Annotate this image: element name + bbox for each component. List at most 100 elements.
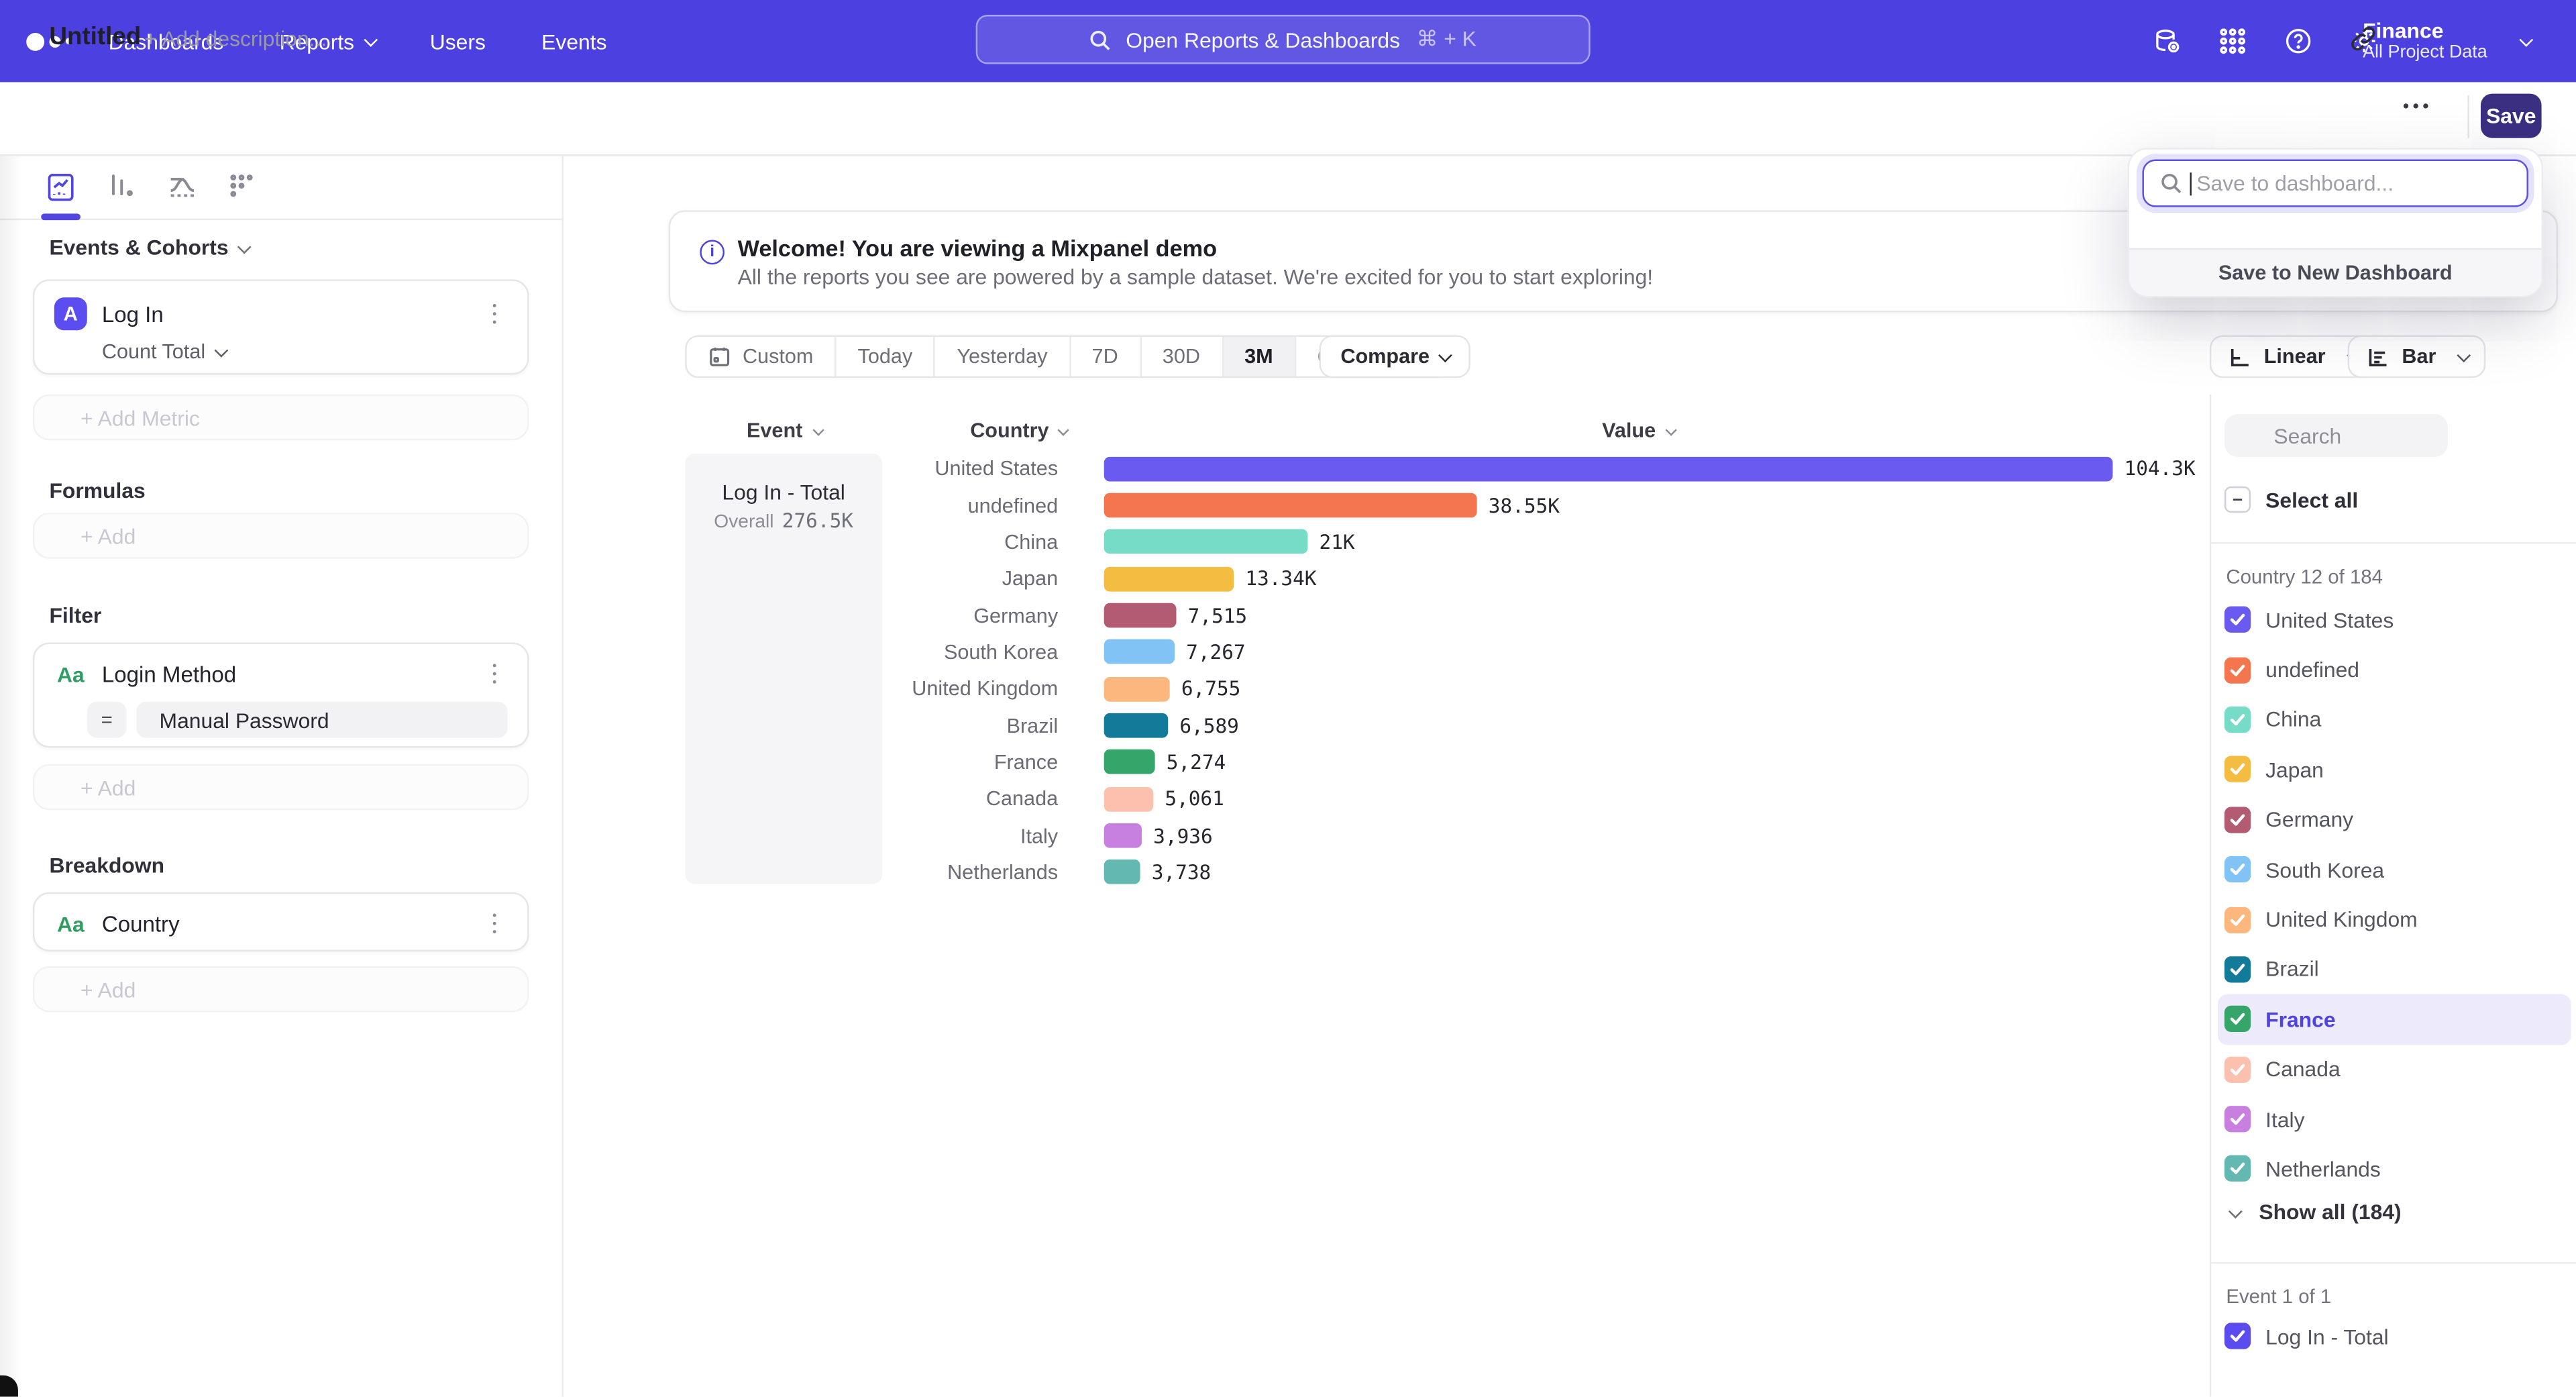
country-checkbox-italy[interactable]: Italy [2218,1094,2571,1144]
tab-flows[interactable] [162,168,202,207]
bar-category-label: Japan [882,567,1081,590]
chart-type-selector[interactable]: Bar [2348,335,2485,378]
select-all-checkbox[interactable]: – Select all [2224,486,2358,513]
indeterminate-checkbox-icon: – [2224,486,2251,513]
breakdown-card-country[interactable]: Aa Country [33,892,529,951]
range-30d[interactable]: 30D [1140,337,1222,376]
filter-property-name[interactable]: Login Method [102,662,482,686]
add-formula-button[interactable]: + Add [33,513,529,559]
metric-kebab-icon[interactable] [482,301,508,327]
tab-insights[interactable] [41,168,80,207]
bar-category-label: United States [882,457,1081,480]
bar-segment[interactable] [1104,860,1140,885]
range-3m[interactable]: 3M [1222,337,1295,376]
range-yesterday[interactable]: Yesterday [934,337,1069,376]
apps-grid-icon[interactable] [2218,26,2247,56]
breakdown-kebab-icon[interactable] [482,911,508,937]
metric-aggregation[interactable]: Count Total [102,340,527,381]
tab-retention[interactable] [223,168,263,207]
tab-funnels[interactable] [102,168,142,207]
bar-value-label: 6,755 [1181,678,1240,701]
save-button[interactable]: Save [2481,94,2542,138]
country-checkbox-undefined[interactable]: undefined [2218,645,2571,694]
checked-checkbox-icon [2224,907,2251,933]
show-all-toggle[interactable]: Show all (184) [2226,1200,2401,1225]
filter-operator[interactable]: = [87,702,127,738]
calendar-icon [708,345,731,368]
country-section-header: Country 12 of 184 [2226,565,2383,588]
event-series-cell[interactable]: Log In - Total Overall276.5K [685,454,882,884]
bar-segment[interactable] [1104,566,1234,591]
event-checkbox-log-in-total[interactable]: Log In - Total [2224,1323,2389,1349]
range-today[interactable]: Today [835,337,934,376]
compare-button[interactable]: Compare [1320,335,1471,378]
linear-axis-icon [2228,344,2253,369]
country-checkbox-south-korea[interactable]: South Korea [2218,845,2571,894]
more-options-icon[interactable] [2404,103,2428,108]
text-caret [2190,172,2192,195]
bar-segment[interactable] [1104,823,1142,848]
country-checkbox-canada[interactable]: Canada [2218,1044,2571,1094]
filter-kebab-icon[interactable] [482,660,508,686]
country-checkbox-label: Japan [2265,758,2324,782]
bar-segment[interactable] [1104,713,1169,738]
copy-link-icon[interactable] [2346,21,2379,54]
metric-card-log-in[interactable]: A Log In Count Total [33,279,529,374]
filter-card-login-method[interactable]: Aa Login Method = Manual Password [33,643,529,748]
help-icon[interactable] [2284,26,2313,56]
country-checkbox-united-states[interactable]: United States [2218,595,2571,645]
column-header-event[interactable]: Event [685,419,882,442]
breakdown-property-name[interactable]: Country [102,911,482,936]
add-filter-button[interactable]: + Add [33,764,529,811]
bar-segment[interactable] [1104,676,1170,701]
add-description[interactable]: + Add description... [145,26,327,51]
open-reports-search[interactable]: Open Reports & Dashboards ⌘ + K [976,15,1591,64]
add-breakdown-button[interactable]: + Add [33,966,529,1013]
bar-segment[interactable] [1104,750,1155,775]
save-dashboard-search-input[interactable] [2142,160,2528,207]
chevron-down-icon [363,33,377,47]
country-checkbox-label: Italy [2265,1107,2304,1132]
nav-item-events[interactable]: Events [541,29,606,54]
event-series-name: Log In - Total [685,480,882,505]
checked-checkbox-icon [2224,1323,2251,1349]
bar-segment[interactable] [1104,603,1177,628]
country-checkbox-japan[interactable]: Japan [2218,745,2571,794]
project-switcher[interactable]: Finance All Project Data [2363,0,2530,82]
filter-value[interactable]: Manual Password [136,702,507,738]
add-metric-button[interactable]: + Add Metric [33,395,529,441]
metric-name[interactable]: Log In [102,301,482,326]
bar-category-label: United Kingdom [882,678,1081,701]
bar-segment[interactable] [1104,640,1175,665]
event-section-header: Event 1 of 1 [2226,1285,2331,1308]
bar-category-label: Brazil [882,714,1081,737]
chevron-down-icon [237,239,252,253]
bar-segment[interactable] [1104,456,2113,481]
series-search-input[interactable] [2224,414,2448,457]
search-placeholder: Open Reports & Dashboards [1126,27,1400,52]
data-management-icon[interactable] [2152,26,2182,56]
bar-segment[interactable] [1104,786,1153,811]
range-custom[interactable]: Custom [687,337,835,376]
country-checkbox-china[interactable]: China [2218,694,2571,744]
range-7d[interactable]: 7D [1069,337,1139,376]
events-cohorts-header[interactable]: Events & Cohorts [49,235,248,260]
bar-value-label: 104.3K [2125,457,2196,480]
save-to-new-dashboard-button[interactable]: Save to New Dashboard [2129,248,2542,296]
nav-item-users[interactable]: Users [430,29,486,54]
report-title[interactable]: Untitled [49,23,141,51]
country-checkbox-united-kingdom[interactable]: United Kingdom [2218,894,2571,944]
country-checkbox-netherlands[interactable]: Netherlands [2218,1144,2571,1194]
chevron-down-icon [1665,423,1676,435]
country-checkbox-label: China [2265,707,2321,732]
formulas-header: Formulas [49,478,145,503]
bar-segment[interactable] [1104,493,1477,518]
string-property-icon: Aa [54,658,87,690]
country-checkbox-label: United Kingdom [2265,907,2418,932]
bar-segment[interactable] [1104,529,1308,554]
column-header-value[interactable]: Value [1540,419,1737,442]
country-checkbox-france[interactable]: France [2218,994,2571,1044]
column-header-country[interactable]: Country [920,419,1117,442]
country-checkbox-germany[interactable]: Germany [2218,794,2571,844]
country-checkbox-brazil[interactable]: Brazil [2218,945,2571,994]
